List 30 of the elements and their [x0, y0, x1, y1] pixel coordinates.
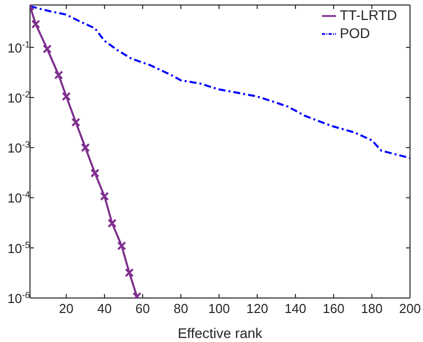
x-tick-label: 100 — [208, 301, 230, 316]
x-tick-label: 180 — [360, 301, 383, 316]
y-tick-label: 10$^{-2}$ — [8, 89, 30, 106]
x-axis-title: Effective rank — [178, 325, 264, 341]
point — [90, 168, 100, 178]
point — [108, 218, 117, 228]
point — [42, 44, 52, 54]
y-tick-label: 10$^{-1}$ — [8, 39, 30, 56]
y-tick-label: 10$^{-6}$ — [8, 290, 30, 306]
x-tick-label: 120 — [246, 301, 268, 316]
y-tick-label: 10$^{-5}$ — [8, 240, 30, 256]
legend-label: TT-LRTD — [340, 7, 397, 23]
point — [54, 70, 64, 80]
x-tick-label: 80 — [174, 301, 188, 316]
x-tick-label: 40 — [97, 301, 112, 316]
point — [71, 118, 80, 127]
legend-label: POD — [340, 25, 370, 41]
x-tick-label: 160 — [322, 301, 344, 316]
point — [124, 268, 134, 278]
point — [80, 143, 90, 152]
point — [100, 192, 109, 201]
x-tick-label: 60 — [135, 301, 150, 316]
x-tick-label: 140 — [284, 301, 306, 316]
y-tick-label: 10$^{-4}$ — [8, 190, 30, 206]
x-tick-label: 200 — [399, 301, 421, 316]
point — [31, 20, 40, 29]
y-tick-label: 10$^{-3}$ — [8, 140, 30, 156]
point — [117, 241, 126, 250]
point — [62, 92, 71, 101]
x-tick-label: 20 — [59, 301, 74, 316]
